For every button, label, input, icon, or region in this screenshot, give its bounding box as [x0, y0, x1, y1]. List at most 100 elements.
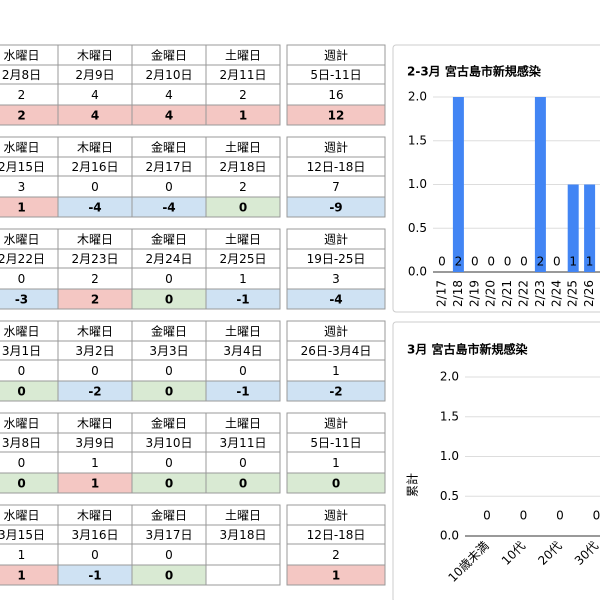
day-header: 水曜日 — [3, 417, 39, 431]
count: 0 — [18, 364, 26, 378]
table-cell — [0, 83, 59, 106]
diff: 0 — [17, 385, 25, 399]
table-cell — [0, 543, 59, 566]
table-cell — [205, 104, 281, 126]
date: 2月25日 — [220, 252, 267, 266]
count: 0 — [165, 272, 173, 286]
week-range: 26日-3月4日 — [301, 344, 372, 358]
date: 2月24日 — [146, 252, 193, 266]
date: 2月10日 — [146, 68, 193, 82]
bar — [567, 184, 579, 272]
day-header: 土曜日 — [225, 417, 261, 431]
diff: -3 — [15, 293, 28, 307]
count: 0 — [239, 456, 247, 470]
date: 2月18日 — [220, 160, 267, 174]
date: 3月18日 — [220, 528, 267, 542]
y-tick-label: 0.5 — [408, 221, 427, 235]
diff: 0 — [165, 293, 173, 307]
week-count: 1 — [332, 456, 340, 470]
diff: 1 — [17, 569, 25, 583]
date: 3月17日 — [146, 528, 193, 542]
bar — [452, 97, 464, 272]
count: 0 — [165, 456, 173, 470]
date: 2月11日 — [220, 68, 267, 82]
count: 0 — [239, 364, 247, 378]
diff: 0 — [165, 569, 173, 583]
x-tick-label: 2/23 — [533, 280, 547, 307]
day-header: 土曜日 — [225, 509, 261, 523]
count: 0 — [91, 180, 99, 194]
diff: 1 — [91, 477, 99, 491]
week-count: 16 — [328, 88, 343, 102]
count: 2 — [239, 88, 247, 102]
x-tick-label: 2/22 — [517, 280, 531, 307]
diff: 0 — [165, 385, 173, 399]
table-cell — [286, 196, 386, 218]
week-range: 5日-11日 — [310, 436, 361, 450]
diff: -1 — [236, 293, 249, 307]
table-cell — [0, 267, 59, 290]
day-header: 金曜日 — [151, 324, 187, 339]
table-cell — [286, 564, 386, 586]
y-tick-label: 2.0 — [408, 90, 427, 104]
count: 4 — [91, 88, 99, 102]
week-header: 週計 — [324, 324, 348, 339]
week-diff: -2 — [329, 385, 342, 399]
date: 2月15日 — [0, 160, 45, 174]
bar — [534, 97, 546, 272]
diff: 2 — [91, 293, 99, 307]
date: 3月10日 — [146, 436, 193, 450]
data-label: 2 — [455, 255, 463, 269]
date: 2月9日 — [75, 68, 114, 82]
diff: 1 — [17, 201, 25, 215]
day-header: 土曜日 — [225, 325, 261, 339]
count: 1 — [91, 456, 99, 470]
y-tick-label: 2.0 — [440, 370, 459, 384]
day-header: 金曜日 — [151, 48, 187, 63]
table-cell — [0, 451, 59, 474]
day-header: 水曜日 — [3, 325, 39, 339]
week-count: 7 — [332, 180, 340, 194]
x-tick-label: 2/25 — [566, 280, 580, 307]
date: 3月8日 — [2, 436, 41, 450]
day-header: 木曜日 — [77, 233, 113, 247]
day-header: 水曜日 — [3, 233, 39, 247]
x-tick-label: 2/21 — [500, 280, 514, 307]
table-cell — [286, 104, 386, 126]
data-label: 2 — [537, 255, 545, 269]
week-count: 2 — [332, 548, 340, 562]
y-tick-label: 1.5 — [440, 409, 459, 423]
table-cell — [205, 564, 281, 586]
count: 4 — [165, 88, 173, 102]
table-cell — [0, 288, 59, 310]
table-cell — [205, 196, 281, 218]
week-header: 週計 — [324, 48, 348, 63]
date: 3月1日 — [2, 344, 41, 358]
count: 1 — [18, 548, 26, 562]
week-range: 12日-18日 — [307, 160, 366, 174]
diff: -2 — [88, 385, 101, 399]
day-header: 水曜日 — [3, 141, 39, 155]
data-label: 0 — [504, 255, 512, 269]
table-cell — [205, 288, 281, 310]
table-cell — [205, 543, 281, 566]
week-count: 3 — [332, 272, 340, 286]
chart-title: 3月 宮古島市新規感染 — [407, 342, 529, 357]
diff: -1 — [88, 569, 101, 583]
diff: 0 — [17, 477, 25, 491]
count: 0 — [165, 364, 173, 378]
day-header: 木曜日 — [77, 509, 113, 523]
diff: -4 — [162, 201, 175, 215]
table-cell — [0, 175, 59, 198]
y-tick-label: 0.5 — [440, 489, 459, 503]
week-diff: 12 — [328, 109, 345, 123]
date: 3月2日 — [75, 344, 114, 358]
y-tick-label: 1.0 — [408, 177, 427, 191]
week-range: 12日-18日 — [307, 528, 366, 542]
data-label: 0 — [487, 255, 495, 269]
week-header: 週計 — [324, 232, 348, 247]
day-header: 金曜日 — [151, 232, 187, 247]
data-label: 0 — [520, 509, 528, 523]
day-header: 木曜日 — [77, 49, 113, 63]
x-tick-label: 2/26 — [582, 280, 596, 307]
